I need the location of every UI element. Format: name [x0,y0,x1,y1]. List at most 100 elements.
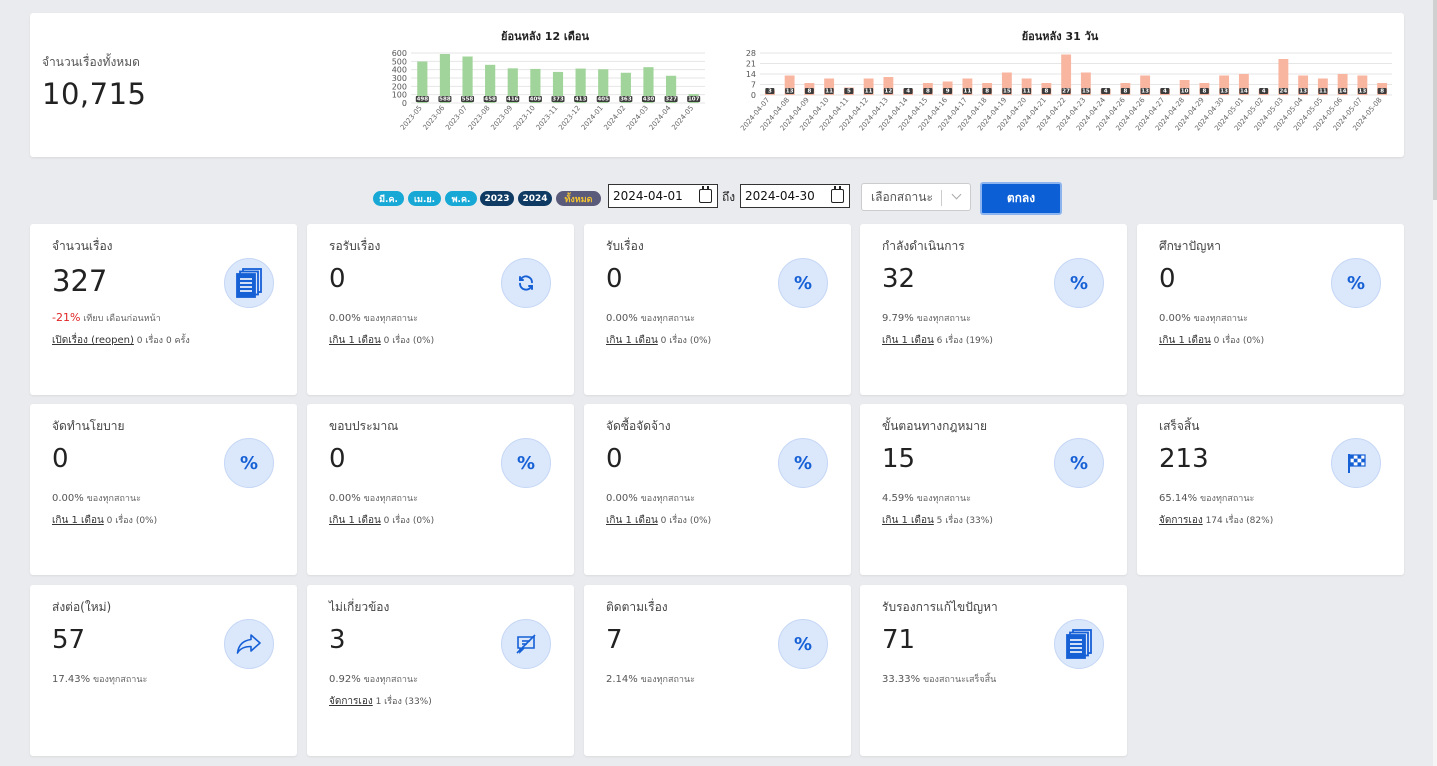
bar[interactable] [598,69,609,103]
bar-value-label: 9 [946,89,950,95]
date-from-input[interactable]: 2024-04-01 [608,184,718,208]
card-link[interactable]: เกิน 1 เดือน [882,515,934,526]
pill-all[interactable]: ทั้งหมด [556,191,601,206]
bar[interactable] [462,56,473,104]
bar-value-bg [824,88,834,94]
bar-value-label: 413 [575,97,587,103]
bar[interactable] [530,68,541,103]
status-card[interactable]: ติดตามเรื่อง 7 2.14% ของทุกสถานะ% [584,585,851,756]
card-title: รอรับเรื่อง [329,239,381,253]
bar[interactable] [1337,74,1348,95]
bar-value-bg [619,96,633,102]
bar[interactable] [824,78,835,96]
scrollbar-thumb[interactable] [1433,0,1437,200]
card-link[interactable]: เกิน 1 เดือน [606,515,658,526]
y-tick-label: 600 [392,49,407,58]
bar[interactable] [643,67,654,103]
card-link[interactable]: เปิดเรื่อง (reopen) [52,335,134,346]
bar[interactable] [863,78,874,96]
x-tick-label: 2023-05 [399,104,424,132]
card-link[interactable]: เกิน 1 เดือน [606,335,658,346]
bar-value-label: 107 [688,97,700,103]
pill-year-2024[interactable]: 2024 [518,191,552,206]
status-card[interactable]: จำนวนเรื่อง 327 -21% เทียบ เดือนก่อนหน้า เป… [30,224,297,395]
no-chat-icon [501,619,551,669]
bar-value-label: 11 [1319,89,1327,95]
status-card[interactable]: ขอบประมาณ 0 0.00% ของทุกสถานะ เกิน 1 เดือน … [307,404,574,575]
bar[interactable] [1061,54,1072,96]
status-card[interactable]: กำลังดำเนินการ 32 9.79% ของทุกสถานะ เกิน 1 … [860,224,1127,395]
status-card[interactable]: ไม่เกี่ยวข้อง 3 0.92% ของทุกสถานะ จัดการเอง… [307,585,574,756]
card-link[interactable]: จัดการเอง [329,696,373,707]
pill-month-apr[interactable]: เม.ย. [408,191,441,206]
card-link[interactable]: เกิน 1 เดือน [882,335,934,346]
status-card[interactable]: เสร็จสิ้น 213 65.14% ของทุกสถานะ จัดการเอง … [1137,404,1404,575]
card-link[interactable]: จัดการเอง [1159,515,1203,526]
bar[interactable] [784,75,795,96]
bar-value-bg [1061,88,1071,94]
bar-value-bg [962,88,972,94]
status-card[interactable]: จัดซื้อจัดจ้าง 0 0.00% ของทุกสถานะ เกิน 1 เ… [584,404,851,575]
chevron-down-icon[interactable] [951,189,962,200]
calendar-icon[interactable] [699,186,712,203]
bar-value-bg [1101,88,1111,94]
bar-value-label: 15 [1082,89,1090,95]
card-percent: 0.00% [606,493,638,504]
calendar-icon[interactable] [831,186,844,203]
card-percent-line: 0.92% ของทุกสถานะ [329,672,418,686]
card-link[interactable]: เกิน 1 เดือน [1159,335,1211,346]
y-tick-label: 500 [392,57,407,66]
bar[interactable] [883,77,894,95]
bar[interactable] [962,78,973,96]
status-card[interactable]: รับเรื่อง 0 0.00% ของทุกสถานะ เกิน 1 เดือน … [584,224,851,395]
scrollbar[interactable] [1433,0,1437,766]
bar[interactable] [439,54,451,103]
bar-value-bg [1002,88,1012,94]
card-title: ขั้นตอนทางกฎหมาย [882,419,988,433]
x-tick-label: 2024-01 [580,104,605,132]
bar[interactable] [665,75,677,103]
y-tick-label: 28 [746,49,756,58]
card-sub-text: 174 เรื่อง (82%) [1202,516,1274,526]
submit-button[interactable]: ตกลง [980,182,1062,215]
bar-value-bg [1180,88,1190,94]
date-to-input[interactable]: 2024-04-30 [740,184,850,208]
card-link[interactable]: เกิน 1 เดือน [52,515,104,526]
bar[interactable] [620,72,631,103]
bar[interactable] [485,64,496,103]
bar[interactable] [575,68,586,103]
status-card[interactable]: รับรองการแก้ไขปัญหา 71 33.33% ของสถานะเสร็… [860,585,1127,756]
status-card[interactable]: ส่งต่อ(ใหม่) 57 17.43% ของทุกสถานะ [30,585,297,756]
pill-month-mar[interactable]: มี.ค. [373,191,404,206]
bar[interactable] [507,68,518,103]
bar[interactable] [1317,78,1328,96]
status-card[interactable]: ขั้นตอนทางกฎหมาย 15 4.59% ของทุกสถานะ เกิน … [860,404,1127,575]
bar[interactable] [1238,74,1249,95]
status-card[interactable]: ศึกษาปัญหา 0 0.00% ของทุกสถานะ เกิน 1 เดือน… [1137,224,1404,395]
card-sub-text: 0 เรื่อง (0%) [380,336,435,346]
card-link[interactable]: เกิน 1 เดือน [329,335,381,346]
status-select[interactable]: เลือกสถานะ [861,183,971,211]
pill-month-may[interactable]: พ.ค. [445,191,477,206]
bar[interactable] [1298,75,1309,96]
bar-value-label: 8 [807,89,811,95]
bar[interactable] [1179,80,1190,95]
bar[interactable] [1219,75,1230,96]
bar[interactable] [417,61,428,104]
bar-value-bg [844,88,854,94]
bar[interactable] [1021,78,1032,96]
bar[interactable] [1278,59,1289,95]
card-link[interactable]: เกิน 1 เดือน [329,515,381,526]
card-value: 0 [606,264,623,294]
bar[interactable] [1357,75,1368,96]
status-card[interactable]: รอรับเรื่อง 0 0.00% ของทุกสถานะ เกิน 1 เดือ… [307,224,574,395]
bar[interactable] [552,71,564,103]
bar[interactable] [1080,72,1091,96]
bar[interactable] [1140,75,1151,96]
status-card[interactable]: จัดทำนโยบาย 0 0.00% ของทุกสถานะ เกิน 1 เดือ… [30,404,297,575]
card-percent-line: 65.14% ของทุกสถานะ [1159,491,1254,505]
bar[interactable] [1001,72,1012,96]
bar-value-label: 327 [665,97,677,103]
pill-year-2023[interactable]: 2023 [480,191,514,206]
bar-value-label: 3 [768,89,772,95]
